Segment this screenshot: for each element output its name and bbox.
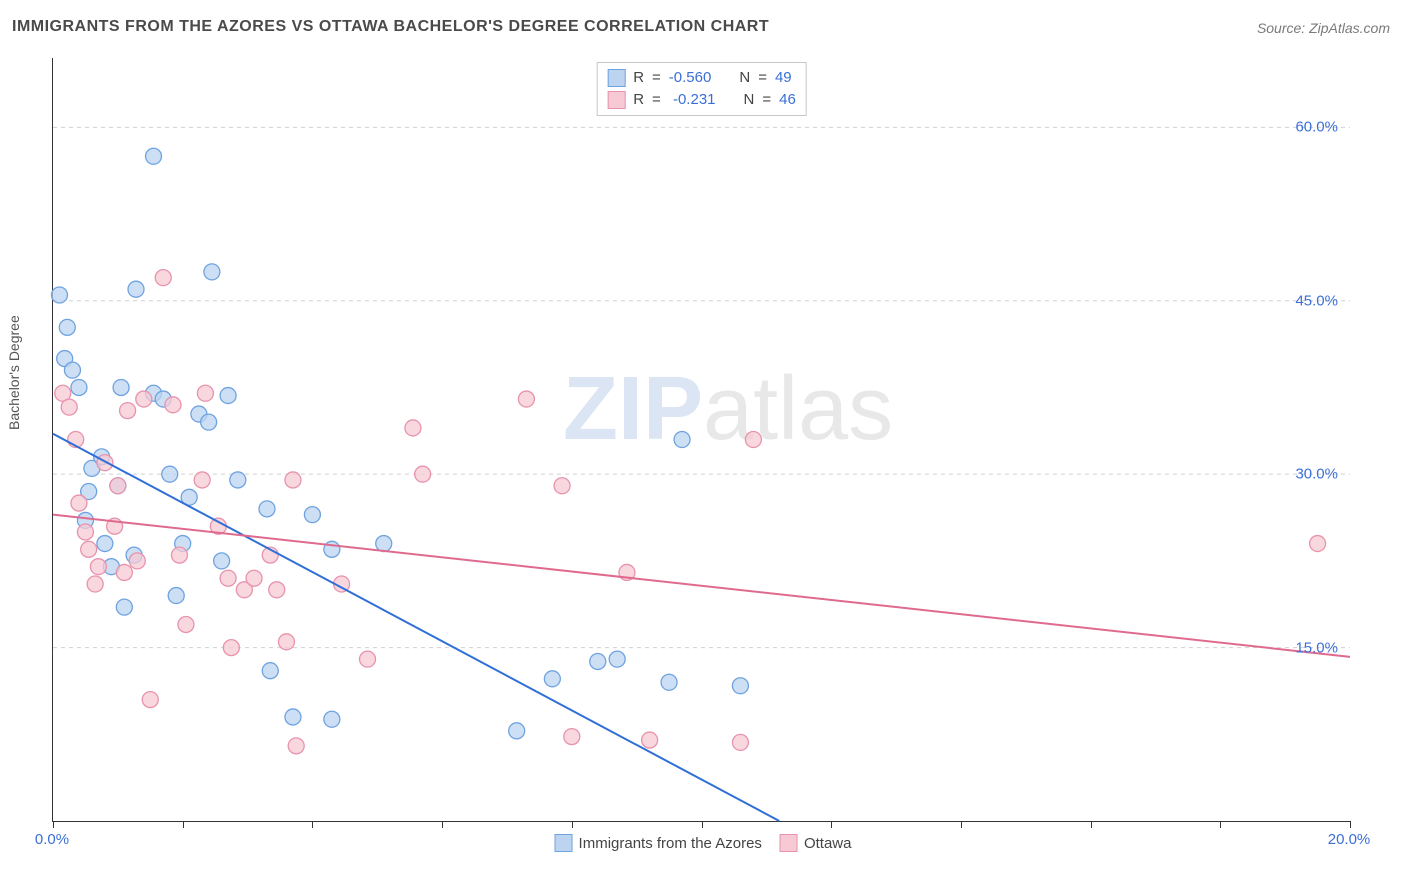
n-label: N <box>739 67 750 89</box>
legend-item-0: Immigrants from the Azores <box>555 834 762 852</box>
y-axis-label: Bachelor's Degree <box>6 315 22 430</box>
xtick <box>53 821 54 828</box>
xtick-label: 20.0% <box>1328 831 1371 848</box>
xtick <box>183 821 184 828</box>
stats-row-series-1: R = -0.231 N = 46 <box>607 89 796 111</box>
ytick-label: 15.0% <box>1295 639 1338 656</box>
plot-area: ZIPatlas R = -0.560 N = 49 R = -0.231 N … <box>52 58 1350 822</box>
legend-swatch-1 <box>780 834 798 852</box>
n-value-1: 46 <box>779 89 796 111</box>
chart-title: IMMIGRANTS FROM THE AZORES VS OTTAWA BAC… <box>12 18 769 36</box>
xtick <box>1350 821 1351 828</box>
chart-svg <box>53 58 1350 821</box>
ytick-label: 30.0% <box>1295 466 1338 483</box>
source-attribution: Source: ZipAtlas.com <box>1257 20 1390 36</box>
eq-sign: = <box>652 67 661 89</box>
r-value-1: -0.231 <box>669 89 716 111</box>
legend-swatch-0 <box>555 834 573 852</box>
xtick <box>702 821 703 828</box>
swatch-series-0 <box>607 69 625 87</box>
series-legend: Immigrants from the Azores Ottawa <box>555 834 852 852</box>
legend-label-0: Immigrants from the Azores <box>579 835 762 852</box>
eq-sign: = <box>762 89 771 111</box>
n-value-0: 49 <box>775 67 792 89</box>
xtick <box>312 821 313 828</box>
r-value-0: -0.560 <box>669 67 712 89</box>
r-label: R <box>633 67 644 89</box>
xtick <box>961 821 962 828</box>
xtick <box>1091 821 1092 828</box>
ytick-label: 60.0% <box>1295 119 1338 136</box>
xtick <box>831 821 832 828</box>
legend-item-1: Ottawa <box>780 834 852 852</box>
n-label: N <box>744 89 755 111</box>
xtick <box>572 821 573 828</box>
eq-sign: = <box>758 67 767 89</box>
swatch-series-1 <box>607 91 625 109</box>
xtick <box>442 821 443 828</box>
stats-legend: R = -0.560 N = 49 R = -0.231 N = 46 <box>596 62 807 116</box>
xtick-label: 0.0% <box>35 831 69 848</box>
eq-sign: = <box>652 89 661 111</box>
xtick <box>1220 821 1221 828</box>
ytick-label: 45.0% <box>1295 292 1338 309</box>
stats-row-series-0: R = -0.560 N = 49 <box>607 67 796 89</box>
legend-label-1: Ottawa <box>804 835 852 852</box>
r-label: R <box>633 89 644 111</box>
